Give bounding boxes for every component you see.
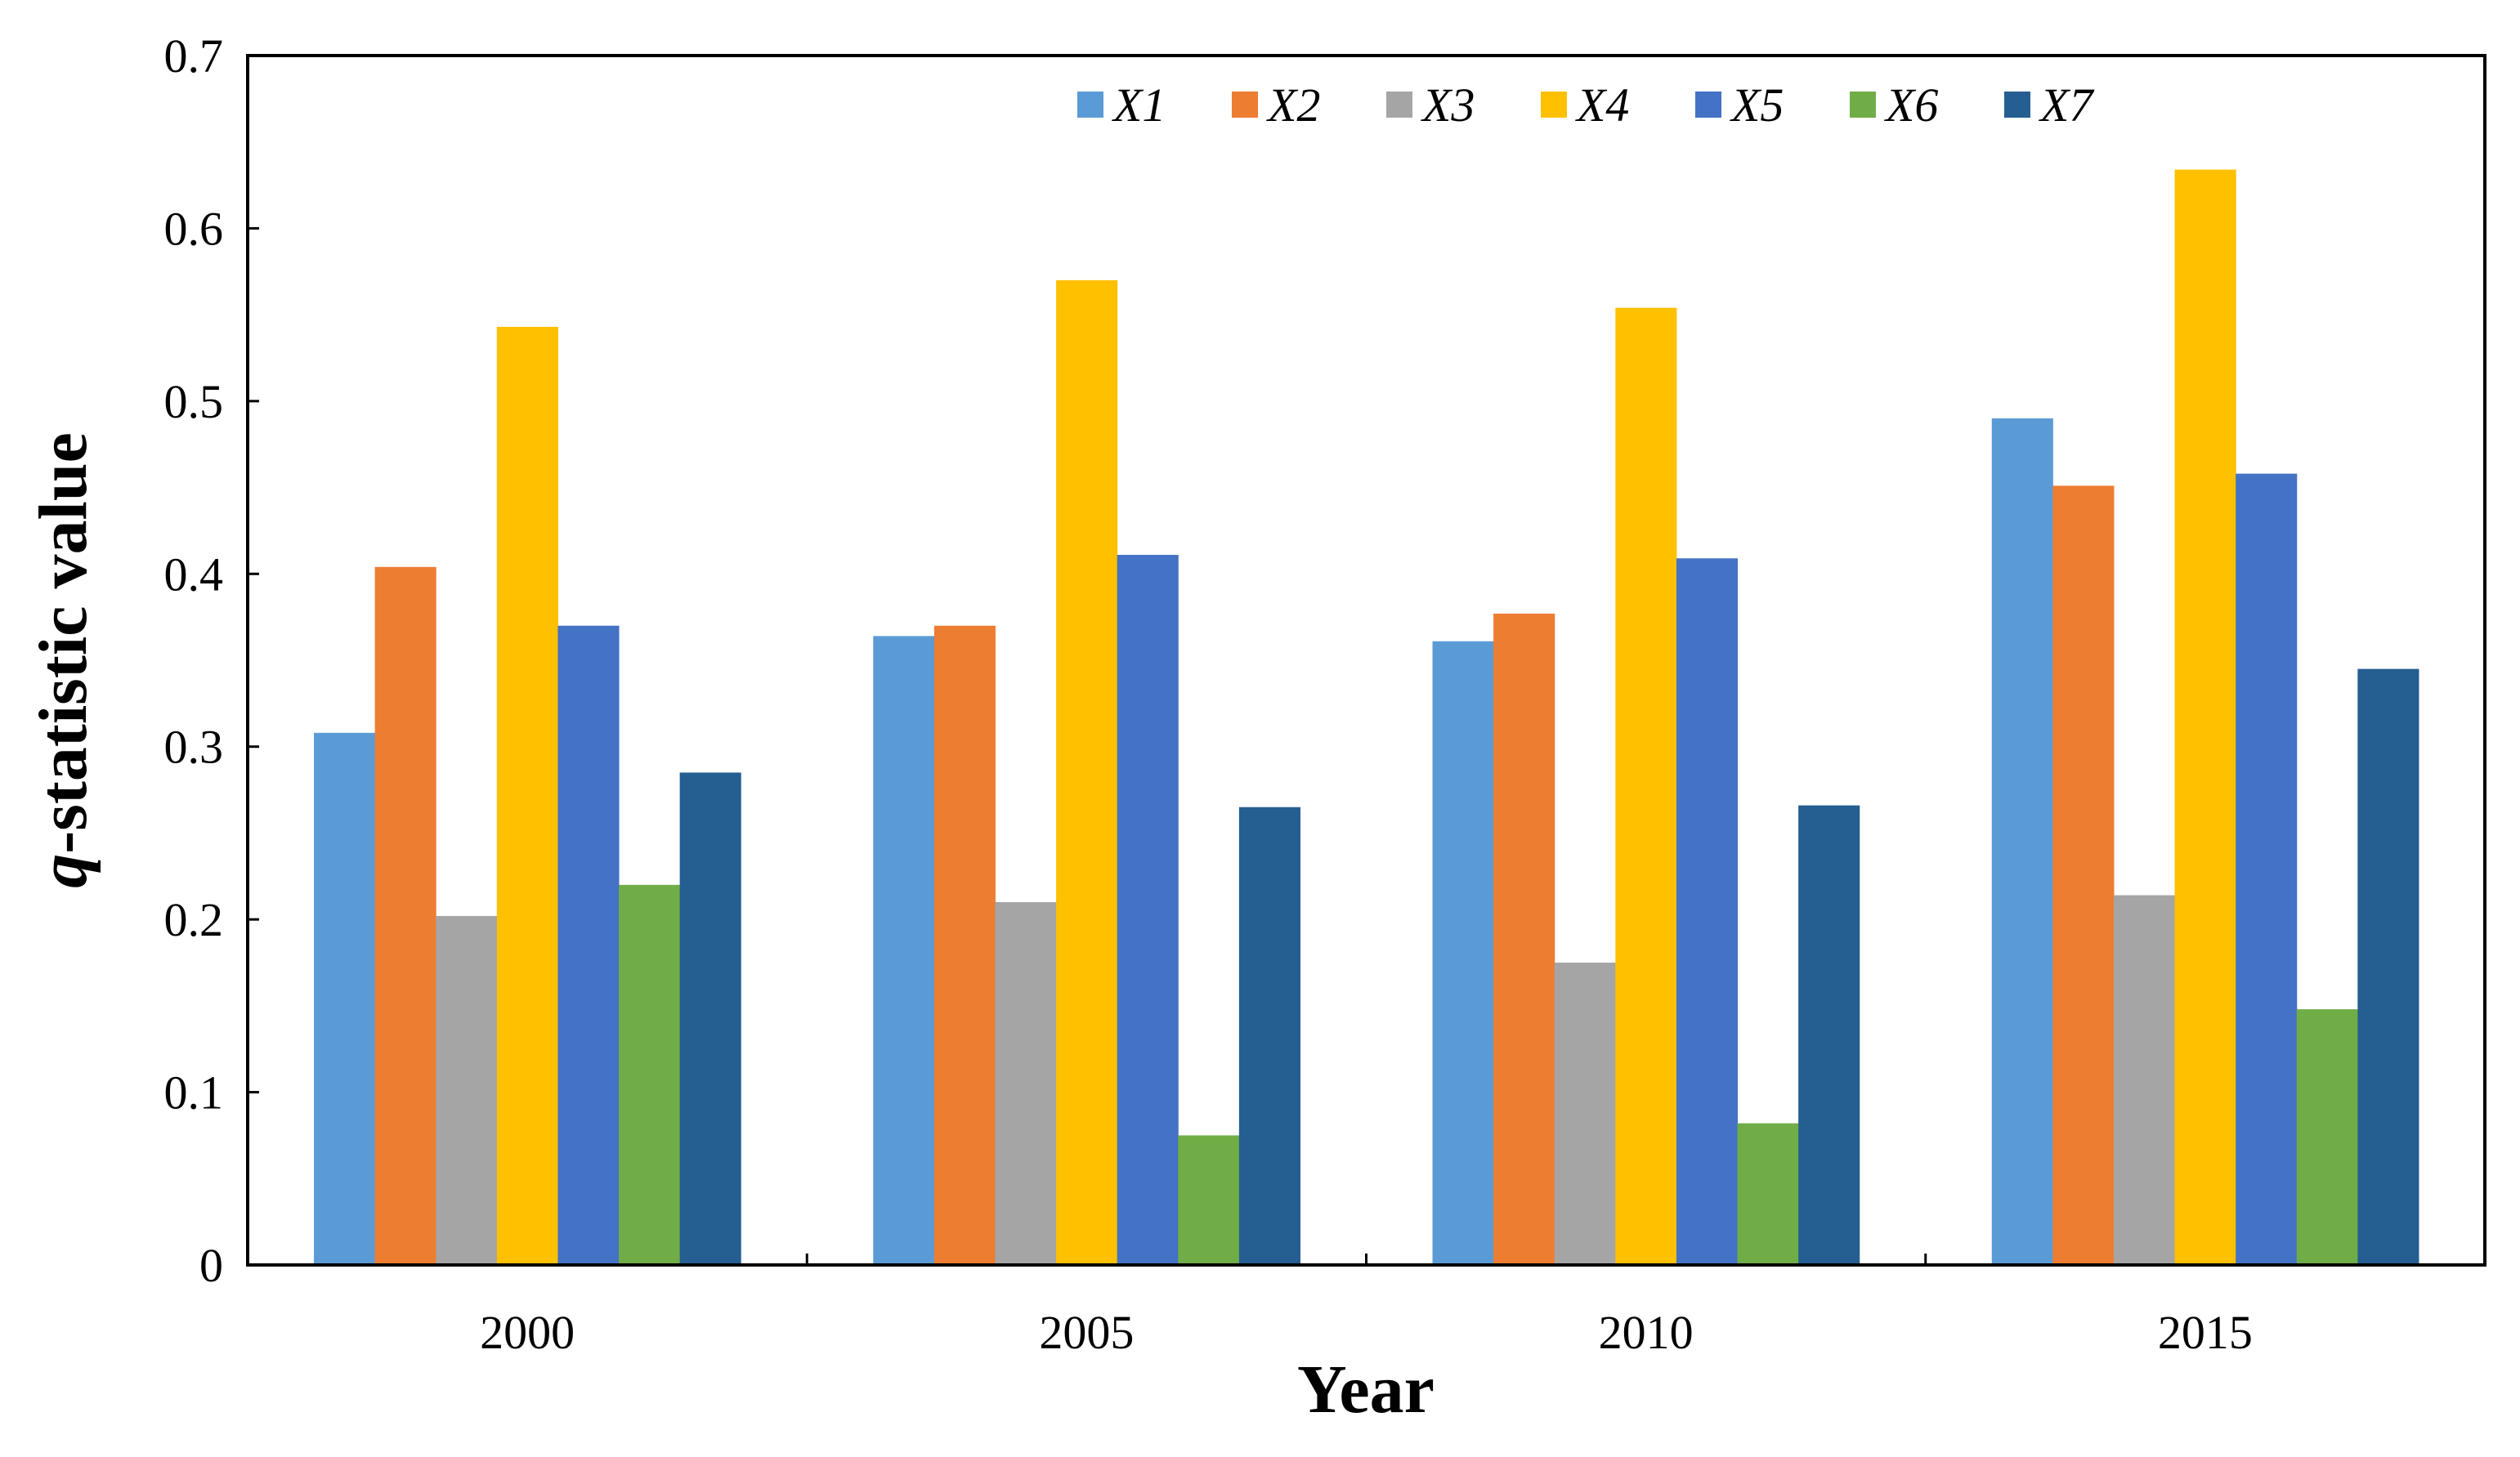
bar-x7-2000 xyxy=(679,772,741,1265)
legend-swatch-x6 xyxy=(1850,92,1876,118)
bar-x5-2005 xyxy=(1117,555,1179,1265)
legend-swatch-x3 xyxy=(1386,92,1412,118)
bar-x2-2005 xyxy=(933,625,996,1265)
bar-x2-2015 xyxy=(2052,485,2115,1265)
legend-swatch-x4 xyxy=(1541,92,1567,118)
bar-x7-2005 xyxy=(1238,807,1300,1265)
legend-item-x2[interactable]: X2 xyxy=(1232,78,1320,132)
bar-x7-2010 xyxy=(1798,805,1860,1265)
bar-x7-2015 xyxy=(2357,668,2419,1265)
bar-x6-2010 xyxy=(1737,1123,1799,1265)
bar-x2-2000 xyxy=(374,566,436,1265)
bar-x5-2015 xyxy=(2236,473,2298,1265)
y-tick-label: 0 xyxy=(199,1239,223,1292)
y-tick-label: 0.6 xyxy=(164,202,224,255)
y-axis-title-rest: -statistic value xyxy=(25,432,101,854)
x-axis-title: Year xyxy=(1297,1352,1435,1428)
legend-label-x2: X2 xyxy=(1266,78,1320,132)
bar-x6-2000 xyxy=(619,884,681,1265)
legend-item-x3[interactable]: X3 xyxy=(1386,78,1475,132)
legend-item-x6[interactable]: X6 xyxy=(1850,78,1938,132)
y-tick-label: 0.2 xyxy=(164,893,224,946)
bar-x4-2005 xyxy=(1056,279,1118,1265)
bar-x3-2000 xyxy=(436,915,498,1265)
y-axis-ticks: 0 0.1 0.2 0.3 0.4 0.5 0.6 0.7 xyxy=(164,29,259,1292)
bar-x4-2010 xyxy=(1615,307,1677,1266)
legend-item-x5[interactable]: X5 xyxy=(1695,78,1784,132)
legend-label-x6: X6 xyxy=(1884,78,1938,132)
x-tick-label-2015: 2015 xyxy=(2158,1306,2253,1359)
legend-label-x3: X3 xyxy=(1421,78,1475,132)
legend[interactable]: X1 X2 X3 X4 X5 X6 X7 xyxy=(1077,78,2094,132)
bar-x3-2010 xyxy=(1554,963,1616,1265)
bar-x1-2010 xyxy=(1432,641,1494,1265)
legend-label-x1: X1 xyxy=(1112,78,1166,132)
x-axis-ticks: 2000 2005 2010 2015 xyxy=(480,1254,2253,1359)
bar-x5-2010 xyxy=(1676,558,1739,1265)
x-tick-label-2005: 2005 xyxy=(1039,1306,1134,1359)
legend-item-x1[interactable]: X1 xyxy=(1077,78,1166,132)
bars-layer xyxy=(314,169,2419,1266)
legend-label-x5: X5 xyxy=(1730,78,1784,132)
legend-swatch-x5 xyxy=(1695,92,1721,118)
y-tick-label: 0.7 xyxy=(164,29,224,83)
legend-swatch-x7 xyxy=(2004,92,2030,118)
bar-x4-2000 xyxy=(496,326,558,1265)
y-axis-title: q-statistic value xyxy=(25,432,101,888)
y-tick-label: 0.4 xyxy=(164,547,224,601)
bar-x6-2005 xyxy=(1178,1135,1240,1265)
y-axis-title-q: q xyxy=(25,854,101,888)
y-tick-label: 0.5 xyxy=(164,375,224,428)
legend-item-x4[interactable]: X4 xyxy=(1541,78,1629,132)
bar-x2-2010 xyxy=(1493,613,1555,1265)
legend-label-x7: X7 xyxy=(2039,78,2094,132)
x-tick-label-2000: 2000 xyxy=(480,1306,575,1359)
y-tick-label: 0.1 xyxy=(164,1066,224,1120)
bar-x6-2015 xyxy=(2296,1009,2358,1265)
bar-x1-2015 xyxy=(1991,418,2053,1265)
legend-swatch-x1 xyxy=(1077,92,1103,118)
y-tick-label: 0.3 xyxy=(164,721,224,774)
bar-x3-2005 xyxy=(995,902,1057,1265)
legend-item-x7[interactable]: X7 xyxy=(2004,78,2094,132)
bar-x5-2000 xyxy=(557,625,620,1265)
bar-x1-2000 xyxy=(314,732,376,1265)
legend-swatch-x2 xyxy=(1232,92,1258,118)
plot-area-frame xyxy=(246,54,2486,1267)
bar-x1-2005 xyxy=(873,636,935,1265)
x-tick-label-2010: 2010 xyxy=(1599,1306,1694,1359)
bar-x4-2015 xyxy=(2174,169,2236,1266)
bar-x3-2015 xyxy=(2113,895,2176,1265)
legend-label-x4: X4 xyxy=(1575,78,1629,132)
